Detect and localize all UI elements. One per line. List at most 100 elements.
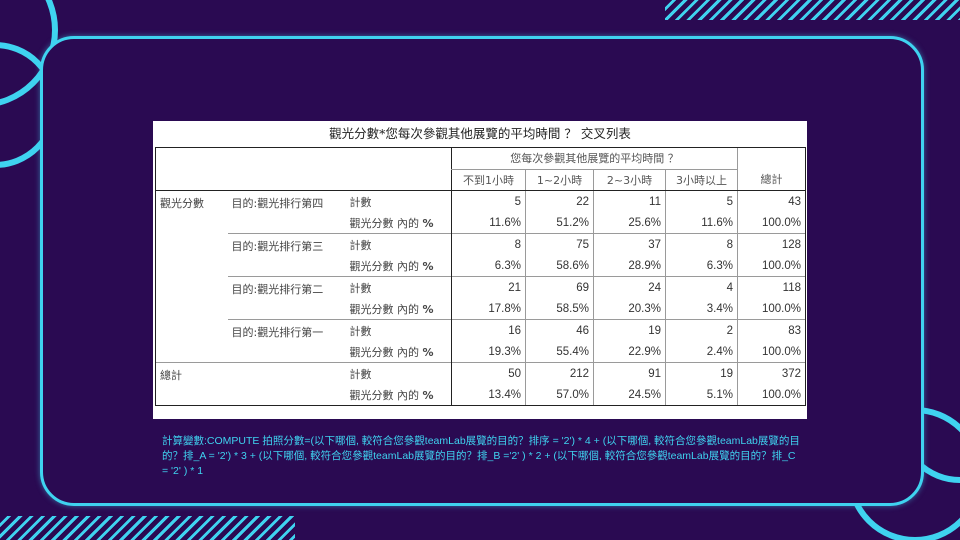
percent-label-text: 觀光分數 內的 [349, 259, 420, 273]
percent-value: 57.0% [525, 384, 594, 406]
count-value: 75 [525, 233, 594, 255]
percent-value: 2.4% [665, 341, 738, 363]
count-value: 4 [665, 276, 738, 298]
header-row-columns: 不到1小時 1~2小時 2~3小時 3小時以上 [156, 169, 806, 191]
row-category-label: 目的:觀光排行第二 [227, 276, 346, 320]
crosstab-panel: 觀光分數*您每次參觀其他展覽的平均時間 ？ 交叉列表 您每次參觀其他展覽的平均時… [153, 121, 807, 419]
row-category-label: 目的:觀光排行第三 [227, 233, 346, 277]
percent-label: 觀光分數 內的 % [346, 255, 452, 277]
percent-label: 觀光分數 內的 % [345, 384, 452, 406]
count-label: 計數 [345, 233, 452, 255]
count-value: 118 [737, 276, 806, 298]
count-value: 11 [593, 190, 666, 212]
corner-cell [155, 147, 452, 191]
percent-value: 51.2% [525, 212, 594, 234]
count-value: 37 [593, 233, 666, 255]
column-header: 不到1小時 [451, 169, 526, 191]
count-row: 目的:觀光排行第三 計數 8 75 37 8 128 [156, 233, 806, 277]
percent-value: 24.5% [593, 384, 666, 406]
percent-row: 觀光分數 內的 % 6.3% 58.6% 28.9% 6.3% 100.0% [156, 255, 806, 277]
percent-value: 100.0% [737, 212, 806, 234]
percent-value: 20.3% [593, 298, 666, 320]
percent-value: 28.9% [593, 255, 666, 277]
percent-label: 觀光分數 內的 % [346, 298, 452, 320]
decorative-stripes-top-right [665, 0, 960, 20]
total-column-header: 總計 [737, 147, 806, 191]
percent-value: 3.4% [665, 298, 738, 320]
count-value: 19 [665, 362, 738, 384]
crosstab-table: 您每次參觀其他展覽的平均時間 ？總計 不到1小時 1~2小時 2~3小時 3小時以上 觀光… [155, 147, 806, 406]
count-value: 83 [737, 319, 806, 341]
count-value: 8 [665, 233, 738, 255]
count-row: 觀光分數 目的:觀光排行第四 計數 5 22 11 5 43 [155, 190, 806, 363]
count-value: 5 [451, 190, 526, 212]
row-category-label: 目的:觀光排行第四 [231, 197, 324, 210]
percent-label: 觀光分數 內的 % [346, 212, 452, 234]
percent-value: 13.4% [451, 384, 526, 406]
column-header: 1~2小時 [525, 169, 594, 191]
percent-value: 19.3% [451, 341, 526, 363]
percent-value: 58.6% [525, 255, 594, 277]
count-value: 372 [737, 362, 806, 384]
count-row: 目的:觀光排行第一 計數 16 46 19 2 83 [156, 319, 806, 363]
count-label: 計數 [349, 195, 372, 209]
count-value: 2 [665, 319, 738, 341]
column-group-header: 您每次參觀其他展覽的平均時間 ？ [451, 147, 738, 170]
count-value: 46 [525, 319, 594, 341]
percent-label-text: 觀光分數 內的 [349, 388, 420, 402]
percent-sign: % [422, 259, 434, 273]
count-value: 22 [525, 190, 594, 212]
count-value: 50 [451, 362, 526, 384]
count-value: 91 [593, 362, 666, 384]
percent-sign: % [422, 345, 434, 359]
percent-value: 22.9% [593, 341, 666, 363]
empty-cell [227, 362, 346, 406]
percent-row: 觀光分數 內的 % 13.4% 57.0% 24.5% 5.1% 100.0% [156, 384, 806, 406]
percent-value: 6.3% [665, 255, 738, 277]
percent-value: 55.4% [525, 341, 594, 363]
decorative-stripes-bottom-left [0, 516, 295, 540]
percent-label: 觀光分數 內的 % [346, 341, 452, 363]
count-label: 計數 [345, 276, 452, 298]
compute-formula-note: 計算變數:COMPUTE 拍照分數=(以下哪個, 較符合您參觀teamLab展覽… [162, 435, 800, 477]
percent-value: 100.0% [737, 384, 806, 406]
percent-value: 11.6% [665, 212, 738, 234]
count-label: 計數 [345, 319, 452, 341]
count-value: 21 [451, 276, 526, 298]
row-variable-label: 觀光分數 [155, 190, 228, 363]
percent-row: 觀光分數 內的 % 17.8% 58.5% 20.3% 3.4% 100.0% [156, 298, 806, 320]
count-row: 總計 計數 50 212 91 19 372 [155, 362, 806, 406]
count-value: 43 [737, 190, 806, 212]
percent-sign: % [422, 216, 434, 230]
percent-row: 觀光分數 內的 % 19.3% 55.4% 22.9% 2.4% 100.0% [156, 341, 806, 363]
table-title: 觀光分數*您每次參觀其他展覽的平均時間 ？ 交叉列表 [329, 126, 631, 141]
count-value: 212 [525, 362, 594, 384]
percent-value: 11.6% [451, 212, 526, 234]
header-row-group: 您每次參觀其他展覽的平均時間 ？總計 [155, 147, 806, 191]
total-row-label: 總計 [155, 362, 228, 406]
percent-value: 6.3% [451, 255, 526, 277]
percent-row: 觀光分數 內的 % 11.6% 51.2% 25.6% 11.6% 100.0% [156, 212, 806, 234]
count-value: 69 [525, 276, 594, 298]
column-header: 2~3小時 [593, 169, 666, 191]
percent-label-text: 觀光分數 內的 [349, 302, 420, 316]
count-row: 目的:觀光排行第二 計數 21 69 24 4 118 [156, 276, 806, 320]
percent-label-text: 觀光分數 內的 [349, 345, 420, 359]
count-value: 16 [451, 319, 526, 341]
count-value: 24 [593, 276, 666, 298]
percent-sign: % [422, 302, 434, 316]
percent-sign: % [422, 388, 434, 402]
column-header: 3小時以上 [665, 169, 738, 191]
percent-value: 5.1% [665, 384, 738, 406]
count-value: 5 [665, 190, 738, 212]
crosstab-body: 您每次參觀其他展覽的平均時間 ？總計 不到1小時 1~2小時 2~3小時 3小時以上 觀光… [155, 147, 806, 406]
percent-value: 100.0% [737, 298, 806, 320]
percent-value: 100.0% [737, 341, 806, 363]
percent-value: 58.5% [525, 298, 594, 320]
percent-value: 25.6% [593, 212, 666, 234]
percent-value: 17.8% [451, 298, 526, 320]
count-value: 19 [593, 319, 666, 341]
count-value: 128 [737, 233, 806, 255]
count-label: 計數 [345, 362, 452, 384]
row-category-label: 目的:觀光排行第一 [227, 319, 346, 363]
